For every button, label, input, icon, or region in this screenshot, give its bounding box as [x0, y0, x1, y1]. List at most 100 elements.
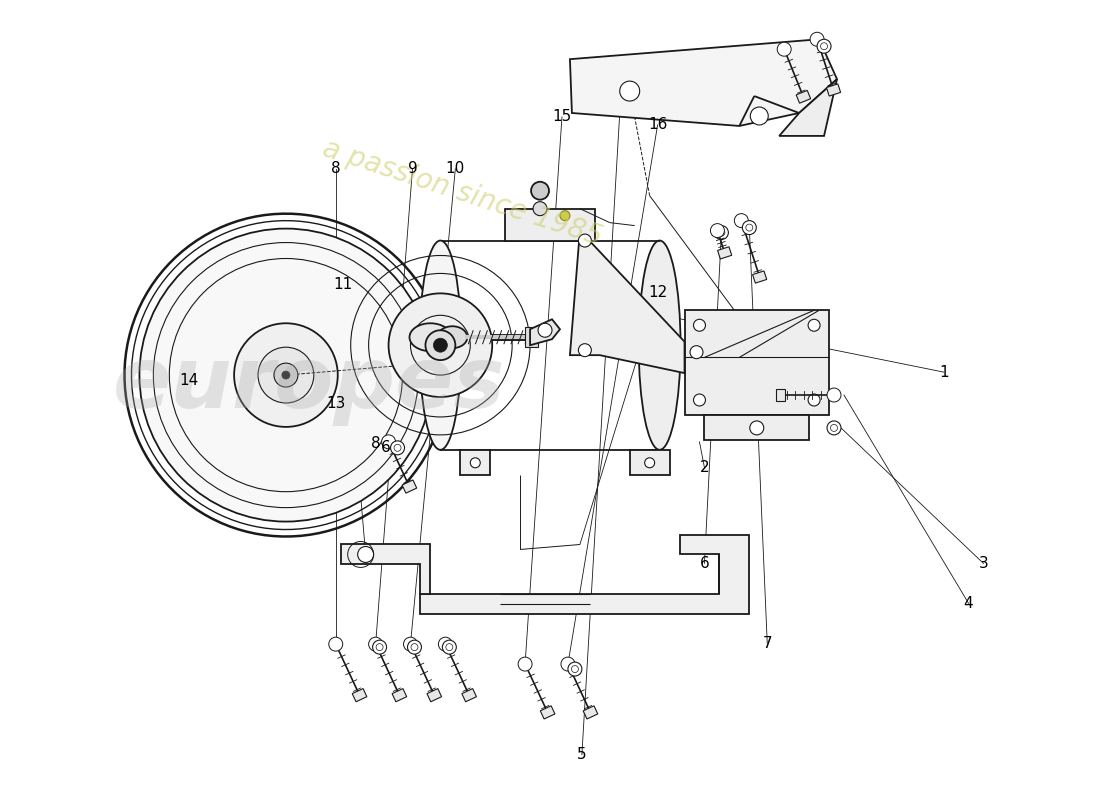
Polygon shape	[704, 415, 810, 440]
Circle shape	[390, 441, 405, 455]
Text: 5: 5	[578, 747, 586, 762]
Circle shape	[368, 637, 383, 651]
Ellipse shape	[639, 241, 681, 450]
Circle shape	[827, 421, 842, 435]
Circle shape	[645, 458, 654, 468]
Polygon shape	[427, 689, 441, 702]
Circle shape	[358, 546, 374, 562]
Circle shape	[442, 640, 456, 654]
Polygon shape	[684, 310, 829, 415]
Text: 12: 12	[648, 285, 668, 300]
Text: 10: 10	[446, 162, 465, 176]
Text: 6: 6	[381, 440, 390, 455]
Text: 9: 9	[408, 162, 417, 176]
Circle shape	[693, 394, 705, 406]
Circle shape	[140, 229, 432, 522]
Polygon shape	[525, 327, 538, 347]
Polygon shape	[352, 689, 367, 702]
Circle shape	[750, 421, 763, 435]
Circle shape	[746, 224, 752, 231]
Polygon shape	[752, 271, 767, 283]
Circle shape	[693, 319, 705, 331]
Text: 16: 16	[648, 118, 668, 133]
Ellipse shape	[438, 326, 468, 348]
Ellipse shape	[531, 182, 549, 200]
Polygon shape	[403, 480, 417, 493]
Ellipse shape	[419, 241, 461, 450]
Circle shape	[404, 637, 418, 651]
Text: 6: 6	[700, 556, 710, 571]
Circle shape	[750, 107, 768, 125]
Text: 2: 2	[700, 460, 710, 475]
Circle shape	[568, 662, 582, 676]
Text: 4: 4	[964, 596, 974, 610]
Text: 7: 7	[762, 636, 772, 650]
Polygon shape	[583, 706, 597, 719]
Circle shape	[471, 458, 481, 468]
Circle shape	[373, 640, 386, 654]
Text: a passion since 1985: a passion since 1985	[319, 134, 606, 251]
Circle shape	[808, 394, 821, 406]
Circle shape	[821, 42, 827, 50]
Polygon shape	[570, 39, 837, 126]
Circle shape	[561, 657, 575, 671]
Circle shape	[258, 347, 314, 403]
Polygon shape	[777, 389, 785, 401]
Circle shape	[810, 32, 824, 46]
Polygon shape	[341, 545, 430, 594]
Circle shape	[827, 388, 842, 402]
Circle shape	[830, 425, 837, 431]
Circle shape	[735, 214, 748, 228]
Circle shape	[439, 637, 452, 651]
Circle shape	[376, 644, 383, 650]
Polygon shape	[779, 79, 837, 136]
Circle shape	[382, 435, 396, 449]
Text: 14: 14	[179, 373, 199, 387]
Circle shape	[282, 371, 290, 379]
Polygon shape	[717, 246, 732, 259]
Circle shape	[690, 346, 703, 358]
Circle shape	[394, 444, 402, 451]
Circle shape	[388, 294, 492, 397]
Text: 3: 3	[979, 556, 989, 571]
Circle shape	[571, 666, 579, 673]
Text: 15: 15	[552, 110, 572, 125]
Polygon shape	[460, 450, 491, 474]
Polygon shape	[629, 450, 670, 474]
Circle shape	[579, 344, 592, 357]
Circle shape	[808, 319, 821, 331]
Polygon shape	[505, 209, 595, 241]
Ellipse shape	[534, 202, 547, 216]
Circle shape	[711, 224, 725, 238]
Circle shape	[411, 644, 418, 650]
Text: 8: 8	[371, 436, 381, 451]
Circle shape	[274, 363, 298, 387]
Circle shape	[714, 226, 728, 239]
Polygon shape	[462, 689, 476, 702]
Text: europes: europes	[112, 342, 505, 426]
Ellipse shape	[560, 210, 570, 221]
Circle shape	[817, 39, 830, 54]
Circle shape	[433, 338, 448, 352]
Circle shape	[426, 330, 455, 360]
Circle shape	[234, 323, 338, 427]
Polygon shape	[420, 534, 749, 614]
Polygon shape	[540, 706, 554, 719]
Circle shape	[407, 640, 421, 654]
Polygon shape	[826, 84, 840, 96]
Polygon shape	[392, 689, 407, 702]
Circle shape	[718, 229, 725, 236]
Polygon shape	[570, 230, 684, 373]
Polygon shape	[530, 319, 560, 345]
Text: 1: 1	[938, 365, 948, 379]
Text: 11: 11	[333, 277, 352, 292]
Circle shape	[538, 323, 552, 338]
Circle shape	[518, 657, 532, 671]
Polygon shape	[796, 90, 811, 103]
Circle shape	[579, 234, 592, 247]
Circle shape	[619, 81, 640, 101]
Text: 8: 8	[331, 162, 341, 176]
Circle shape	[446, 644, 453, 650]
Circle shape	[329, 637, 343, 651]
Circle shape	[742, 221, 757, 234]
